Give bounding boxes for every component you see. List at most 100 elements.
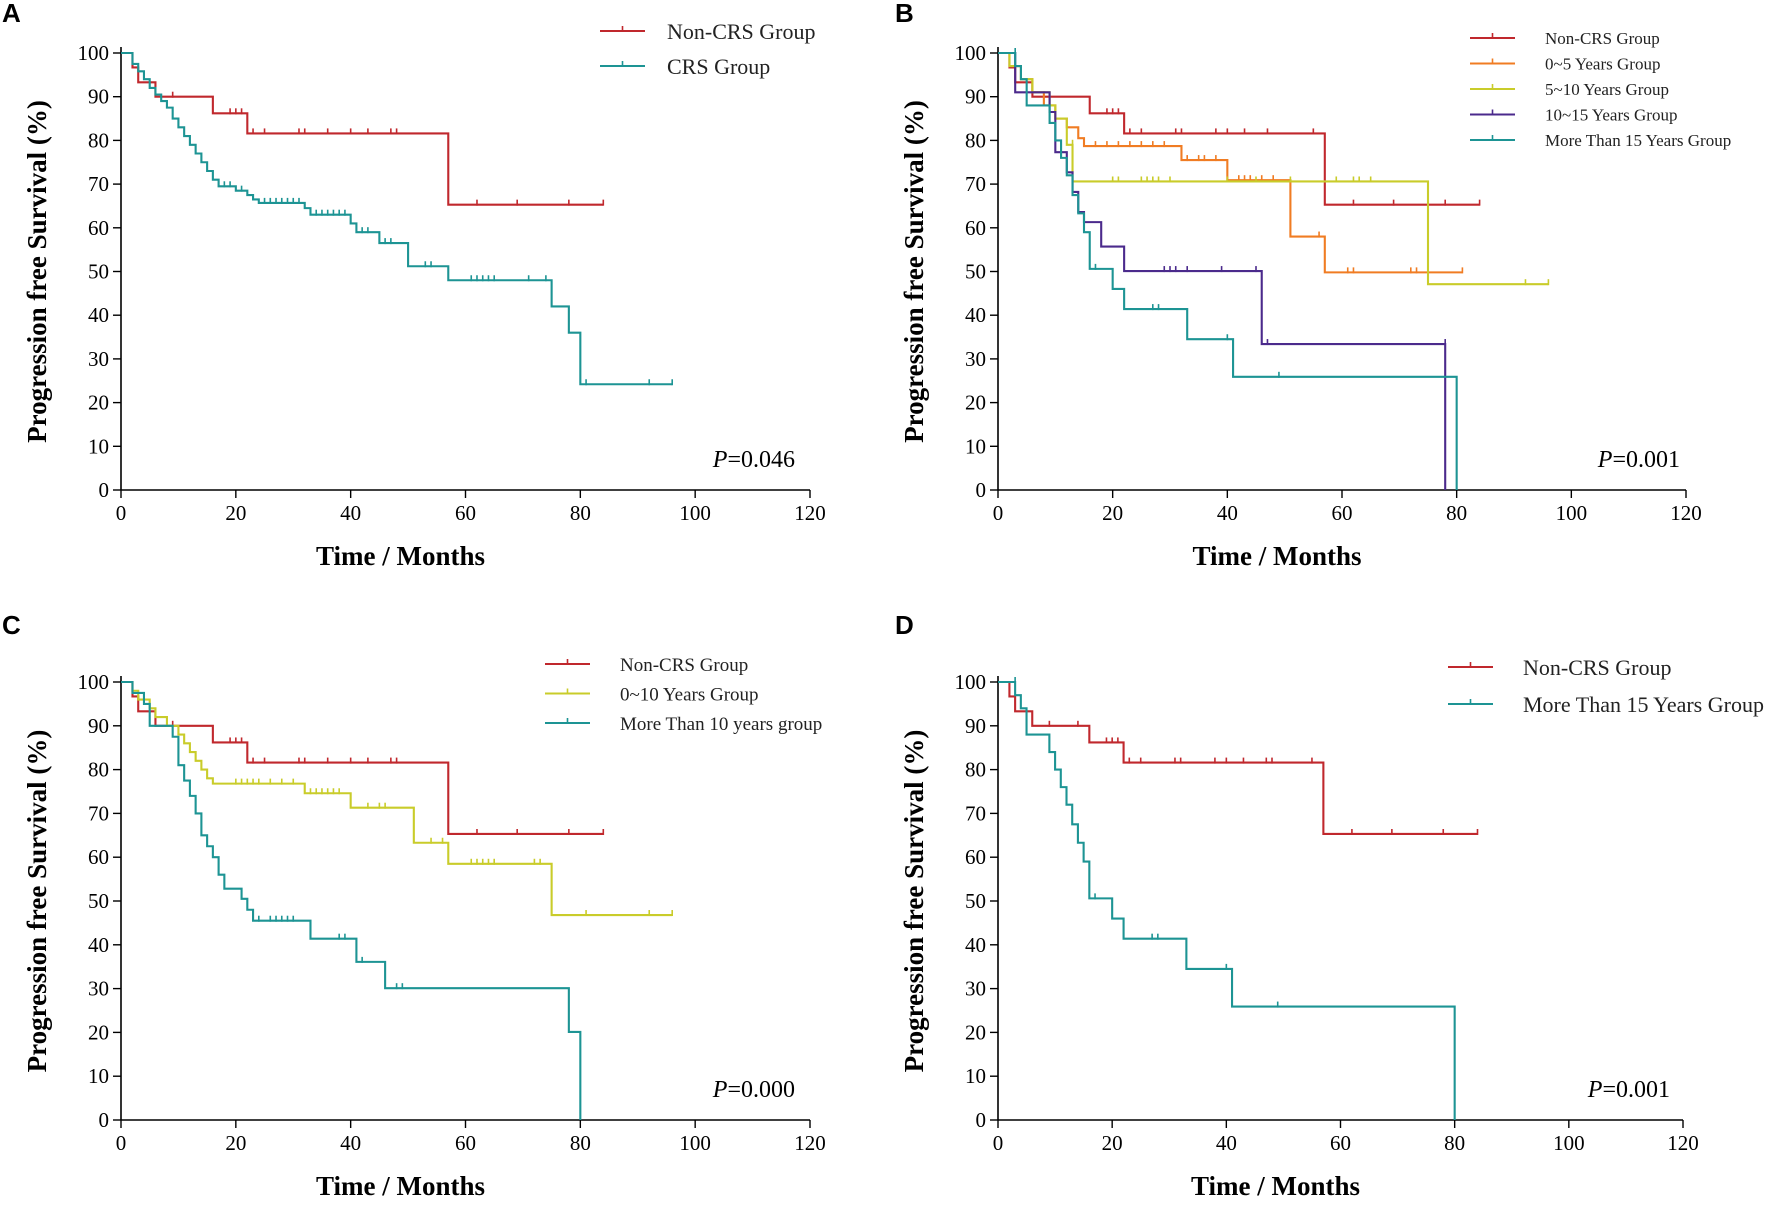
survival-curve: [998, 51, 1458, 490]
x-tick-label: 100: [679, 501, 711, 525]
x-tick-label: 0: [116, 1131, 127, 1155]
y-tick-label: 80: [965, 128, 986, 152]
panel-letter: C: [2, 610, 21, 640]
y-tick-label: 20: [88, 391, 109, 415]
x-tick-label: 60: [455, 501, 476, 525]
y-tick-label: 60: [88, 845, 109, 869]
y-tick-label: 100: [955, 670, 987, 694]
series-more-than-10-years-group: More Than 10 years group: [121, 680, 822, 1120]
legend-label: More Than 10 years group: [620, 714, 822, 735]
legend-label: More Than 15 Years Group: [1523, 692, 1764, 717]
x-axis-title: Time / Months: [1191, 1171, 1360, 1201]
x-tick-label: 120: [1670, 501, 1702, 525]
x-axis-title: Time / Months: [316, 1171, 485, 1201]
x-tick-label: 100: [1556, 501, 1588, 525]
y-tick-label: 50: [88, 889, 109, 913]
x-axis-title: Time / Months: [1192, 541, 1361, 571]
survival-curve: [121, 51, 604, 206]
y-tick-label: 60: [88, 216, 109, 240]
x-tick-label: 80: [1446, 501, 1467, 525]
legend-label: CRS Group: [667, 54, 770, 79]
survival-curve: [121, 680, 604, 836]
x-tick-label: 80: [1444, 1131, 1465, 1155]
x-tick-label: 40: [340, 501, 361, 525]
series-crs-group: CRS Group: [121, 51, 770, 386]
y-axis-title: Progression free Survival (%): [22, 100, 52, 443]
legend-label: 0~10 Years Group: [620, 684, 759, 705]
legend-label: Non-CRS Group: [620, 655, 748, 676]
p-value-number: =0.001: [1602, 1077, 1670, 1103]
y-tick-label: 100: [955, 41, 987, 65]
x-tick-label: 80: [570, 501, 591, 525]
panel-letter: B: [895, 0, 914, 28]
series-non-crs-group: Non-CRS Group: [121, 19, 816, 206]
p-value-number: =0.001: [1612, 447, 1680, 473]
y-tick-label: 80: [88, 758, 109, 782]
y-tick-label: 20: [965, 391, 986, 415]
panel-letter: D: [895, 610, 914, 640]
legend-label: Non-CRS Group: [1523, 655, 1672, 680]
y-tick-label: 30: [965, 347, 986, 371]
y-tick-label: 0: [99, 1108, 110, 1132]
survival-curve: [998, 680, 1478, 836]
legend-label: Non-CRS Group: [667, 19, 816, 44]
y-tick-label: 30: [88, 977, 109, 1001]
y-tick-label: 10: [965, 1064, 986, 1088]
x-tick-label: 120: [794, 1131, 826, 1155]
x-tick-label: 80: [570, 1131, 591, 1155]
p-value-symbol: P: [712, 447, 728, 473]
y-tick-label: 50: [965, 889, 986, 913]
y-axis-title: Progression free Survival (%): [899, 730, 929, 1073]
series-0-10-years-group: 0~10 Years Group: [121, 680, 759, 917]
y-tick-label: 0: [976, 1108, 987, 1132]
y-tick-label: 100: [78, 41, 110, 65]
legend-label: 10~15 Years Group: [1545, 106, 1677, 125]
y-tick-label: 20: [88, 1020, 109, 1044]
y-tick-label: 0: [976, 478, 987, 502]
y-tick-label: 40: [965, 933, 986, 957]
x-tick-label: 60: [1330, 1131, 1351, 1155]
y-tick-label: 90: [88, 85, 109, 109]
x-tick-label: 20: [1102, 1131, 1123, 1155]
x-tick-label: 60: [1332, 501, 1353, 525]
p-value: P=0.000: [712, 1077, 795, 1103]
x-tick-label: 40: [1217, 501, 1238, 525]
p-value-symbol: P: [712, 1077, 728, 1103]
y-tick-label: 70: [965, 172, 986, 196]
series-non-crs-group: Non-CRS Group: [998, 655, 1672, 836]
y-tick-label: 10: [88, 434, 109, 458]
legend-label: 5~10 Years Group: [1545, 80, 1669, 99]
y-tick-label: 40: [88, 303, 109, 327]
y-tick-label: 20: [965, 1020, 986, 1044]
y-tick-label: 0: [99, 478, 110, 502]
p-value-symbol: P: [1587, 1077, 1603, 1103]
x-tick-label: 100: [1553, 1131, 1585, 1155]
y-tick-label: 60: [965, 216, 986, 240]
y-tick-label: 30: [88, 347, 109, 371]
series-non-crs-group: Non-CRS Group: [998, 29, 1660, 206]
survival-curve: [121, 51, 673, 386]
y-tick-label: 50: [965, 260, 986, 284]
x-tick-label: 40: [1216, 1131, 1237, 1155]
panel-letter: A: [2, 0, 21, 28]
series-non-crs-group: Non-CRS Group: [121, 655, 748, 836]
y-tick-label: 100: [78, 670, 110, 694]
y-tick-label: 70: [88, 172, 109, 196]
p-value: P=0.001: [1587, 1077, 1670, 1103]
y-tick-label: 40: [965, 303, 986, 327]
y-tick-label: 90: [88, 714, 109, 738]
survival-curve: [121, 680, 673, 917]
y-axis-title: Progression free Survival (%): [899, 100, 929, 443]
y-tick-label: 10: [88, 1064, 109, 1088]
x-tick-label: 60: [455, 1131, 476, 1155]
x-tick-label: 100: [679, 1131, 711, 1155]
p-value-number: =0.046: [727, 447, 795, 473]
survival-curve: [998, 51, 1480, 206]
chart-panel-b: B 0 10 20 30 40 50 60 70 80 90 100 0 20 40 60 80 100 120 Ti…: [895, 0, 1731, 571]
x-tick-label: 20: [225, 1131, 246, 1155]
x-axis-title: Time / Months: [316, 541, 485, 571]
chart-panel-a: A 0 10 20 30 40 50 60 70 80 90 100 0 20 40 60 80 100 120 Ti…: [2, 0, 826, 571]
chart-panel-c: C 0 10 20 30 40 50 60 70 80 90 100 0 20 40 60 80 100 120 Ti…: [2, 610, 826, 1201]
legend-label: 0~5 Years Group: [1545, 55, 1660, 74]
p-value-number: =0.000: [727, 1077, 795, 1103]
